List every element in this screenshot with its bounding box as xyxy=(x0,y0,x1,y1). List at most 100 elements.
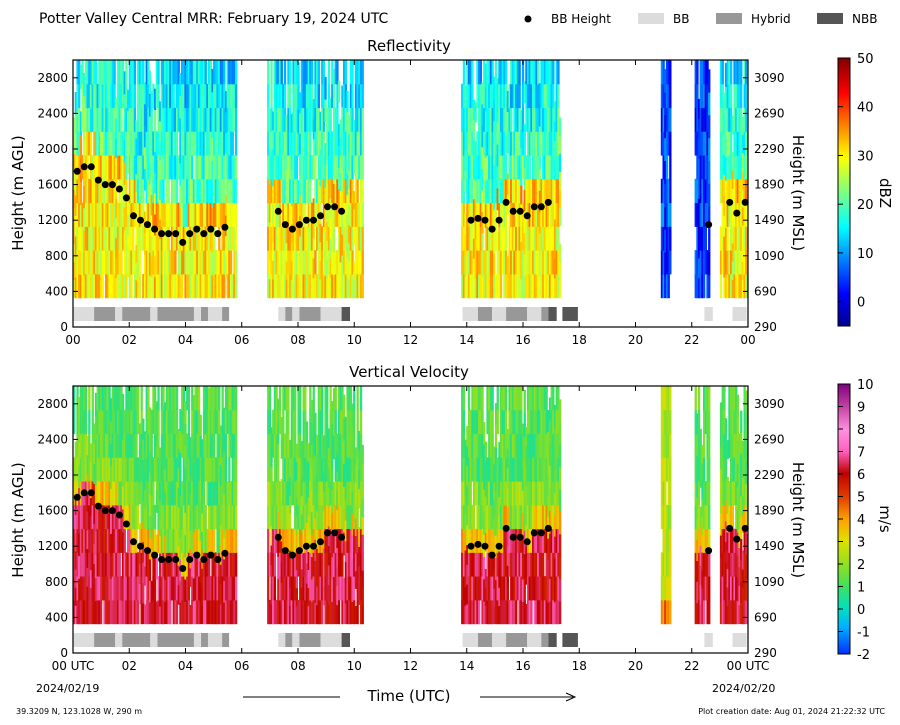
heatmap-cell xyxy=(154,109,157,131)
heatmap-cell xyxy=(312,118,315,140)
heatmap-cell xyxy=(660,60,664,85)
heatmap-cell xyxy=(275,202,278,227)
heatmap-cell xyxy=(81,528,84,553)
heatmap-cell xyxy=(84,386,88,411)
heatmap-cell xyxy=(548,107,552,132)
heatmap-cell xyxy=(348,386,351,411)
heatmap-cell xyxy=(312,277,315,299)
heatmap-cell xyxy=(351,60,354,85)
heatmap-cell xyxy=(160,202,164,227)
legend-swatch xyxy=(638,13,664,24)
heatmap-cell xyxy=(83,207,86,231)
heatmap-cell xyxy=(167,457,170,482)
heatmap-cell xyxy=(289,513,292,533)
heatmap-cell xyxy=(110,465,113,489)
heatmap-cell xyxy=(494,425,498,448)
heatmap-cell xyxy=(334,504,337,530)
heatmap-cell xyxy=(316,83,319,109)
heatmap-cell xyxy=(74,153,77,175)
heatmap-cell xyxy=(523,390,526,414)
heatmap-cell xyxy=(351,601,354,625)
heatmap-cell xyxy=(542,155,545,180)
heatmap-cell xyxy=(484,63,488,88)
heatmap-cell xyxy=(471,552,474,577)
heatmap-cell xyxy=(283,226,287,251)
heatmap-cell xyxy=(223,602,226,625)
heatmap-cell xyxy=(319,260,322,280)
heatmap-cell xyxy=(142,562,145,584)
heatmap-cell xyxy=(472,576,476,601)
heatmap-cell xyxy=(332,576,336,601)
heatmap-cell xyxy=(478,386,481,411)
heatmap-cell xyxy=(322,83,326,109)
heatmap-cell xyxy=(280,479,283,501)
heatmap-cell xyxy=(662,481,665,506)
heatmap-cell xyxy=(277,226,280,251)
heatmap-cell xyxy=(98,481,101,506)
heatmap-cell xyxy=(327,202,331,227)
heatmap-cell xyxy=(341,433,344,458)
heatmap-cell xyxy=(723,174,726,196)
heatmap-cell xyxy=(295,551,298,571)
heatmap-cell xyxy=(98,60,101,85)
heatmap-cell xyxy=(120,226,123,251)
heatmap-cell xyxy=(469,504,472,530)
heatmap-cell xyxy=(295,83,298,109)
heatmap-cell xyxy=(730,178,733,204)
heatmap-cell xyxy=(344,226,347,251)
heatmap-cell xyxy=(736,107,739,132)
heatmap-cell xyxy=(272,241,275,261)
heatmap-cell xyxy=(162,409,165,435)
bb-type-segment xyxy=(704,633,713,647)
heatmap-cell xyxy=(297,203,300,228)
heatmap-cell xyxy=(462,409,466,435)
heatmap-cell xyxy=(187,481,191,506)
heatmap-cell xyxy=(184,131,187,156)
heatmap-cell xyxy=(726,60,729,85)
bb-height-point xyxy=(502,198,510,206)
heatmap-cell xyxy=(526,386,530,411)
heatmap-cell xyxy=(508,202,511,227)
heatmap-cell xyxy=(351,535,354,559)
heatmap-cell xyxy=(78,442,81,466)
heatmap-cell xyxy=(310,556,314,580)
heatmap-cell xyxy=(184,512,187,536)
heatmap-cell xyxy=(282,433,285,458)
heatmap-cell xyxy=(123,71,126,95)
heatmap-cell xyxy=(339,481,342,506)
heatmap-cell xyxy=(233,528,236,553)
heatmap-cell xyxy=(140,83,143,109)
heatmap-cell xyxy=(106,409,110,435)
heatmap-cell xyxy=(231,433,234,458)
heatmap-cell xyxy=(147,504,150,530)
heatmap-cell xyxy=(314,433,317,456)
heatmap-cell xyxy=(209,83,212,109)
heatmap-cell xyxy=(324,599,327,625)
heatmap-cell xyxy=(510,273,513,299)
heatmap-cell xyxy=(179,117,182,141)
heatmap-cell xyxy=(740,410,743,433)
heatmap-cell xyxy=(733,433,736,458)
heatmap-cell xyxy=(523,483,526,508)
heatmap-cell xyxy=(505,273,508,299)
heatmap-cell xyxy=(511,481,515,506)
heatmap-cell xyxy=(118,576,121,601)
heatmap-cell xyxy=(147,481,150,506)
heatmap-cell xyxy=(704,107,707,132)
heatmap-cell xyxy=(170,60,174,85)
heatmap-cell xyxy=(486,83,489,109)
heatmap-cell xyxy=(73,504,76,530)
heatmap-cell xyxy=(94,83,98,109)
bb-height-point xyxy=(523,538,531,546)
heatmap-cell xyxy=(337,232,341,255)
heatmap-cell xyxy=(699,131,702,156)
heatmap-cell xyxy=(143,489,147,509)
heatmap-cell xyxy=(295,202,298,227)
heatmap-cell xyxy=(552,599,555,625)
heatmap-cell xyxy=(305,421,309,443)
heatmap-cell xyxy=(273,457,277,482)
heatmap-cell xyxy=(723,528,726,553)
heatmap-cell xyxy=(78,131,81,156)
heatmap-cell xyxy=(543,386,547,411)
heatmap-cell xyxy=(170,250,174,275)
